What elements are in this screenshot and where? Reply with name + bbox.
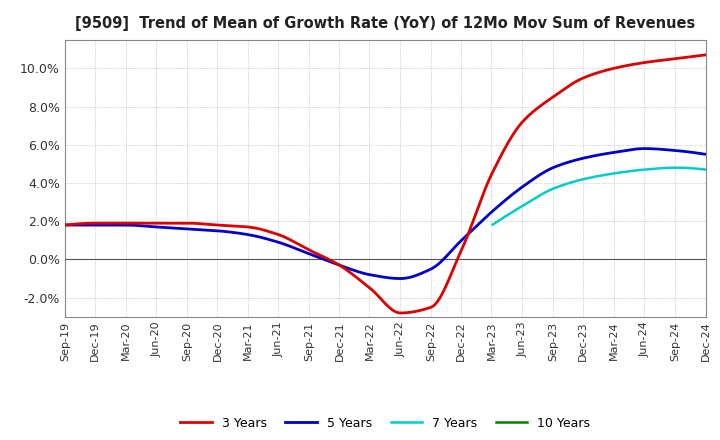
Line: 3 Years: 3 Years xyxy=(65,55,706,313)
Line: 5 Years: 5 Years xyxy=(65,149,706,279)
Title: [9509]  Trend of Mean of Growth Rate (YoY) of 12Mo Mov Sum of Revenues: [9509] Trend of Mean of Growth Rate (YoY… xyxy=(75,16,696,32)
Line: 7 Years: 7 Years xyxy=(492,168,706,224)
Legend: 3 Years, 5 Years, 7 Years, 10 Years: 3 Years, 5 Years, 7 Years, 10 Years xyxy=(176,412,595,435)
